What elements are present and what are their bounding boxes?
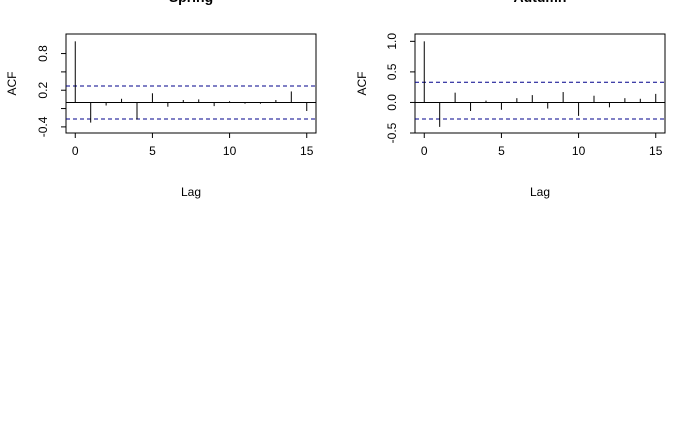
y-axis-label: ACF	[5, 72, 19, 96]
x-tick-label: 15	[300, 144, 314, 158]
y-tick-label: 1.0	[385, 33, 399, 50]
chart-title: Spring	[169, 0, 213, 5]
acf-panel-1: Spring 0 5 10 15 -0.4 0.2 0.8 Lag ACF	[5, 0, 317, 199]
y-tick-label: -0.4	[36, 116, 50, 137]
x-axis-label: Lag	[181, 185, 201, 199]
y-tick-label: 0.5	[385, 63, 399, 80]
x-tick-label: 10	[223, 144, 237, 158]
x-tick-label: 0	[72, 144, 79, 158]
x-tick-label: 5	[149, 144, 156, 158]
y-tick-label: 0.0	[385, 94, 399, 111]
chart-title: Autumn	[514, 0, 567, 5]
y-axis-label: ACF	[355, 72, 369, 96]
x-tick-label: 10	[572, 144, 586, 158]
y-tick-label: -0.5	[385, 122, 399, 143]
x-axis-label: Lag	[530, 185, 550, 199]
plot-frame	[65, 33, 317, 134]
y-tick-label: 0.8	[36, 45, 50, 62]
y-tick-label: 0.2	[36, 82, 50, 99]
acf-panel-2: Autumn 0 5 10 15 -0.5 0.0 0.5 1.0 Lag ACF	[355, 0, 666, 199]
x-tick-label: 0	[421, 144, 428, 158]
plot-frame	[414, 33, 666, 134]
x-tick-label: 15	[649, 144, 663, 158]
x-tick-label: 5	[498, 144, 505, 158]
